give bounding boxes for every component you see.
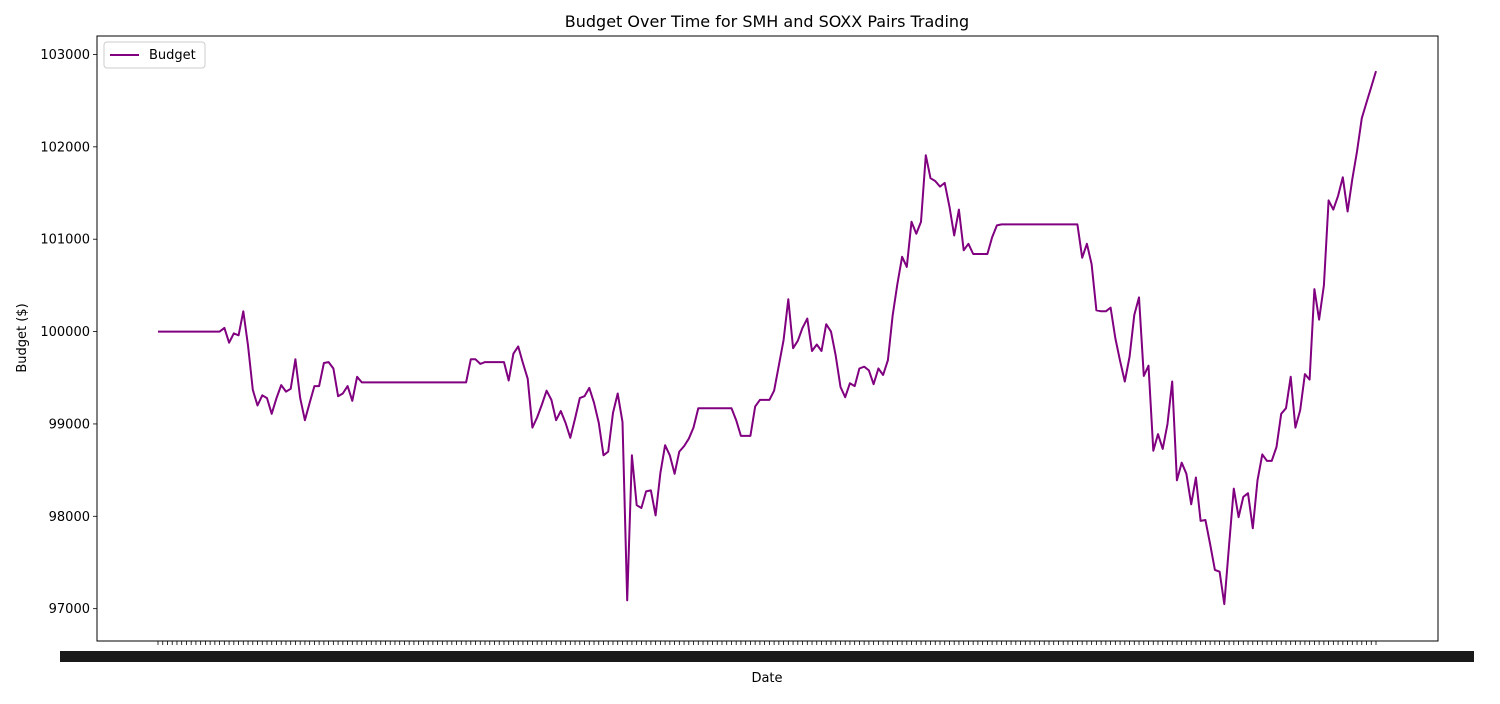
y-tick-label: 100000 bbox=[40, 325, 90, 340]
legend-box bbox=[103, 41, 206, 69]
y-tick-label: 98000 bbox=[49, 510, 90, 525]
chart-title: Budget Over Time for SMH and SOXX Pairs … bbox=[565, 12, 969, 31]
x-axis-label: Date bbox=[751, 671, 782, 686]
plot-area bbox=[158, 70, 1377, 606]
axes-frame bbox=[96, 35, 1439, 642]
legend-label: Budget bbox=[149, 48, 196, 63]
y-tick-label: 102000 bbox=[40, 140, 90, 155]
y-tick-label: 101000 bbox=[40, 233, 90, 248]
y-axis: 97000 98000 99000 100000 101000 102000 103000 bbox=[40, 48, 97, 617]
x-tick-labels-overlap bbox=[60, 651, 1474, 662]
y-axis-label: Budget ($) bbox=[15, 303, 30, 372]
y-tick-label: 103000 bbox=[40, 48, 90, 63]
y-tick-label: 97000 bbox=[49, 602, 90, 617]
x-axis bbox=[60, 641, 1474, 662]
budget-series-line bbox=[158, 70, 1377, 606]
legend: Budget bbox=[103, 41, 206, 69]
y-tick-label: 99000 bbox=[49, 417, 90, 432]
